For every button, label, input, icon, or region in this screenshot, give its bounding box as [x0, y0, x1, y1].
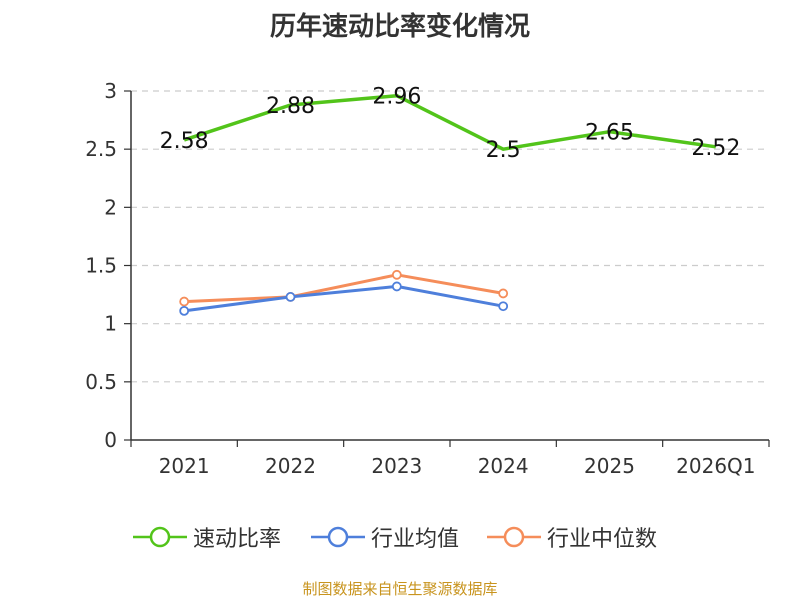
legend-item-industry-median[interactable]: 行业中位数 — [487, 520, 657, 554]
x-tick-label: 2026Q1 — [676, 454, 755, 478]
x-tick-label: 2024 — [478, 454, 529, 478]
chart-title: 历年速动比率变化情况 — [269, 12, 530, 42]
data-label: 2.58 — [160, 129, 209, 154]
x-tick-label: 2021 — [159, 454, 210, 478]
legend-label: 速动比率 — [193, 527, 282, 552]
series-line — [184, 284, 504, 313]
y-tick-label: 0 — [104, 428, 117, 452]
data-point — [391, 269, 402, 280]
data-label: 2.88 — [266, 94, 315, 119]
source-note: 制图数据来自恒生聚源数据库 — [302, 580, 498, 598]
y-tick-label: 3 — [104, 79, 117, 103]
legend-line-icon — [487, 526, 541, 548]
legend: 速动比率 行业均值 行业中位数 — [0, 520, 800, 554]
legend-line-icon — [311, 526, 365, 548]
x-tick-label: 2022 — [265, 454, 316, 478]
x-tick-label: 2023 — [371, 454, 422, 478]
data-label: 2.5 — [486, 138, 521, 163]
data-point — [391, 281, 402, 292]
legend-label: 行业中位数 — [547, 527, 658, 552]
data-label: 2.96 — [372, 85, 421, 110]
y-tick-label: 1 — [104, 312, 117, 336]
y-tick-label: 1.5 — [85, 254, 117, 278]
data-label: 2.65 — [585, 121, 634, 146]
legend-item-quick-ratio[interactable]: 速动比率 — [133, 520, 281, 554]
y-tick-label: 2 — [104, 195, 117, 219]
series-line — [184, 273, 504, 304]
data-point — [179, 296, 190, 307]
data-point — [498, 301, 509, 312]
legend-item-industry-mean[interactable]: 行业均值 — [311, 520, 459, 554]
data-point — [285, 292, 296, 302]
x-tick-label: 2025 — [584, 454, 635, 478]
legend-line-icon — [133, 526, 187, 548]
data-label: 2.52 — [691, 136, 740, 161]
y-tick-label: 0.5 — [85, 370, 117, 394]
series-line — [183, 93, 717, 151]
data-point — [498, 288, 509, 299]
legend-label: 行业均值 — [371, 527, 460, 552]
y-tick-label: 2.5 — [85, 137, 117, 161]
data-point — [179, 305, 190, 316]
